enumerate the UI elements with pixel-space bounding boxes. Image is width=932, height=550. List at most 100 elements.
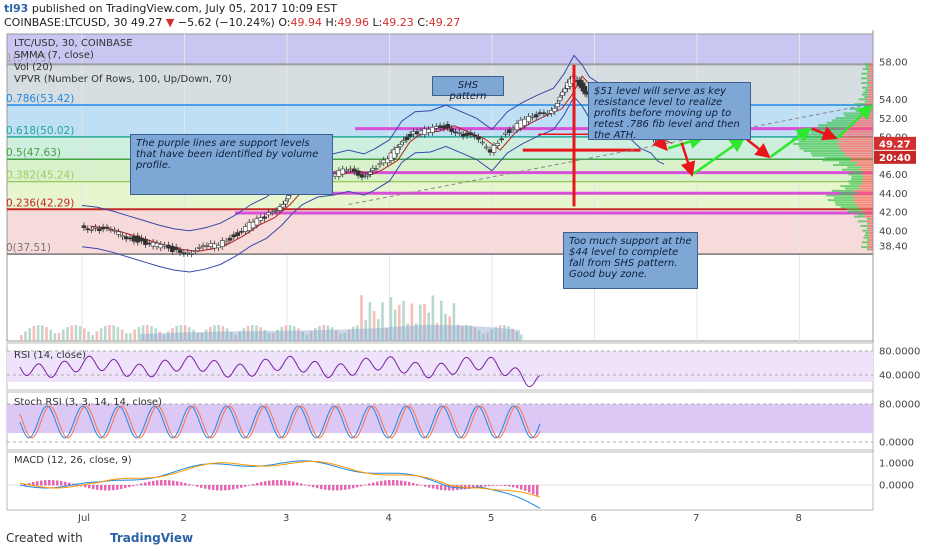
macd-hist-bar bbox=[136, 484, 139, 486]
candle-body bbox=[483, 146, 489, 149]
volume-bar bbox=[515, 331, 519, 341]
volume-bar bbox=[83, 328, 86, 341]
rsi-label[interactable]: RSI (14, close) bbox=[14, 350, 87, 361]
macd-hist-bar bbox=[292, 481, 295, 486]
volume-bar bbox=[414, 323, 418, 341]
volume-bar bbox=[255, 325, 258, 341]
fib-label: 1(57.75) bbox=[6, 52, 51, 64]
macd-hist-bar bbox=[28, 482, 31, 486]
macd-hist-bar bbox=[204, 485, 207, 489]
note-purple-lines[interactable]: The purple lines are support levels that… bbox=[130, 134, 333, 195]
volume-bar bbox=[343, 332, 346, 341]
vpvr-bar-down bbox=[868, 67, 873, 70]
candle-body bbox=[397, 144, 403, 147]
candle-body bbox=[227, 237, 233, 241]
macd-hist-bar bbox=[420, 485, 423, 486]
macd-hist-bar bbox=[532, 485, 535, 494]
vpvr-bar-up bbox=[843, 112, 860, 115]
vpvr-bar-up bbox=[844, 187, 861, 190]
vpvr-bar-up bbox=[799, 140, 840, 143]
vpvr-bar-up bbox=[796, 133, 839, 136]
vpvr-bar-up bbox=[867, 84, 871, 87]
vpvr-bar-down bbox=[864, 215, 873, 218]
macd-label[interactable]: MACD (12, 26, close, 9) bbox=[14, 455, 132, 466]
macd-hist-bar bbox=[268, 480, 271, 486]
macd-hist-bar bbox=[356, 485, 359, 488]
macd-hist-bar bbox=[520, 485, 523, 490]
vpvr-bar-down bbox=[861, 180, 873, 183]
candle-body bbox=[522, 118, 527, 126]
macd-hist-bar bbox=[404, 481, 407, 486]
rsi-tick: 40.0000 bbox=[879, 371, 920, 382]
candle-body bbox=[373, 168, 379, 170]
candle-body bbox=[336, 170, 342, 177]
vpvr-bar-down bbox=[861, 166, 873, 169]
vpvr-bar-up bbox=[822, 159, 851, 162]
note-shs[interactable]: SHS pattern bbox=[432, 76, 504, 102]
macd-hist-bar bbox=[444, 485, 447, 491]
macd-hist-bar bbox=[112, 485, 115, 491]
tradingview-logo[interactable]: TradingView bbox=[110, 531, 194, 545]
volume-bar bbox=[297, 328, 300, 341]
candle-body bbox=[189, 253, 194, 255]
vpvr-bar-down bbox=[870, 74, 873, 77]
note-resistance[interactable]: $51 level will serve as key resistance l… bbox=[588, 82, 751, 141]
macd-tick: 0.0000 bbox=[879, 481, 914, 492]
candle-body bbox=[166, 244, 171, 249]
macd-hist-bar bbox=[468, 485, 471, 489]
vpvr-bar-down bbox=[867, 77, 873, 80]
username[interactable]: tl93 bbox=[4, 2, 29, 15]
macd-hist-bar bbox=[240, 485, 243, 488]
candle-body bbox=[407, 134, 413, 137]
macd-hist-bar bbox=[48, 480, 51, 486]
candle-body bbox=[235, 232, 240, 236]
volume-bar bbox=[230, 331, 233, 341]
volume-bar bbox=[326, 325, 330, 341]
macd-hist-bar bbox=[100, 485, 103, 491]
volume-bar bbox=[242, 328, 246, 341]
vpvr-bar-down bbox=[858, 206, 873, 209]
volume-bar bbox=[20, 335, 23, 341]
price-chart[interactable]: 1(57.75) 0.786(53.42) 0.618(50.02) 0.5(47.6… bbox=[0, 30, 932, 524]
macd-hist-bar bbox=[312, 485, 315, 488]
vpvr-bar-down bbox=[867, 93, 873, 96]
chart-legend: LTC/USD, 30, COINBASE SMMA (7, close) Vo… bbox=[14, 38, 232, 86]
candle-body bbox=[212, 243, 217, 249]
vpvr-bar-down bbox=[856, 203, 873, 206]
note-support[interactable]: Too much support at the $44 level to com… bbox=[563, 232, 698, 289]
macd-hist-bar bbox=[508, 485, 511, 487]
volume-bar bbox=[272, 332, 275, 341]
legend-vpvr[interactable]: VPVR (Number Of Rows, 100, Up/Down, 70) bbox=[14, 74, 232, 85]
vpvr-bar-up bbox=[851, 178, 864, 181]
macd-hist-bar bbox=[476, 485, 479, 488]
candle-body bbox=[231, 234, 237, 238]
vpvr-bar-up bbox=[842, 168, 860, 171]
macd-hist-bar bbox=[144, 482, 147, 486]
macd-hist-bar bbox=[424, 485, 427, 487]
candle-body bbox=[89, 229, 94, 231]
vpvr-bar-down bbox=[870, 79, 873, 82]
volume-bar bbox=[162, 334, 166, 341]
volume-bar bbox=[498, 325, 502, 341]
created-with: Created with bbox=[6, 531, 83, 545]
stoch-rsi-label[interactable]: Stoch RSI (3, 3, 14, 14, close) bbox=[14, 397, 162, 408]
legend-smma[interactable]: SMMA (7, close) bbox=[14, 50, 94, 61]
macd-hist-bar bbox=[528, 485, 531, 493]
vpvr-bar-up bbox=[826, 194, 853, 197]
volume-bar bbox=[74, 325, 78, 341]
volume-bar bbox=[196, 333, 199, 341]
time-tag-text: 20:40 bbox=[879, 153, 911, 164]
candle-body bbox=[196, 247, 202, 249]
candle-body bbox=[219, 240, 225, 247]
candle-body bbox=[426, 128, 431, 134]
macd-hist-bar bbox=[172, 480, 175, 486]
fib-label: 0.786(53.42) bbox=[6, 93, 74, 105]
candle-body bbox=[445, 124, 451, 129]
candle-body bbox=[170, 245, 175, 252]
macd-hist-bar bbox=[128, 485, 131, 488]
time-tick: 7 bbox=[693, 513, 699, 524]
vpvr-bar-down bbox=[869, 89, 873, 92]
legend-vol[interactable]: Vol (20) bbox=[14, 62, 53, 73]
indicator-panes: 80.0000 40.0000 80.0000 0.0000 1.0000 0.0000 bbox=[6, 342, 920, 511]
macd-hist-bar bbox=[304, 484, 307, 486]
